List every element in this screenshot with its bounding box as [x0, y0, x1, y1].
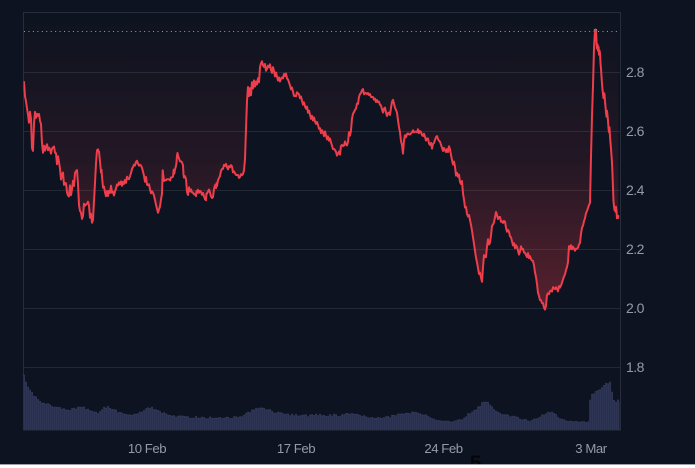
svg-text:2.8: 2.8	[626, 64, 645, 80]
svg-text:2.0: 2.0	[626, 300, 645, 316]
svg-text:5: 5	[470, 452, 482, 468]
svg-text:24 Feb: 24 Feb	[424, 441, 462, 456]
svg-text:2.2: 2.2	[626, 241, 645, 257]
svg-text:17 Feb: 17 Feb	[277, 441, 315, 456]
svg-text:3 Mar: 3 Mar	[575, 441, 608, 456]
svg-text:2.6: 2.6	[626, 123, 645, 139]
svg-text:1.8: 1.8	[626, 359, 645, 375]
svg-text:2.4: 2.4	[626, 182, 645, 198]
svg-text:10 Feb: 10 Feb	[128, 441, 166, 456]
